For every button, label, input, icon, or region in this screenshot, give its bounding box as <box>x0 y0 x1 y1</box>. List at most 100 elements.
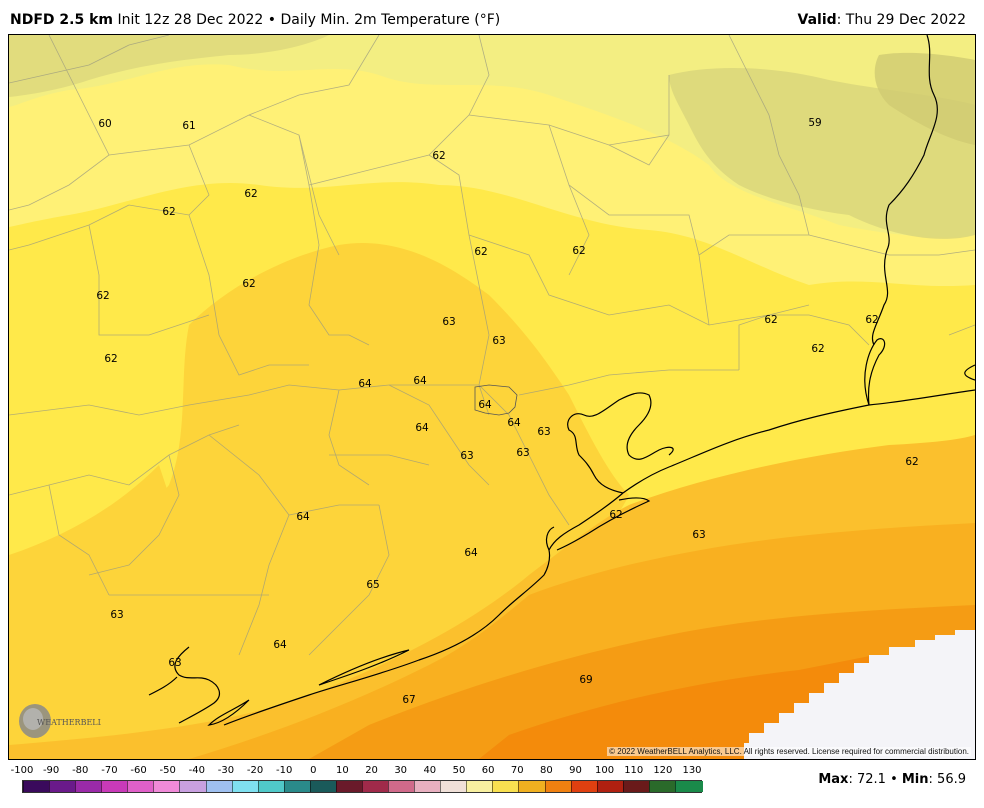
temperature-label: 62 <box>764 314 777 326</box>
legend-tick-label: 20 <box>365 765 378 776</box>
temperature-label: 64 <box>464 547 478 559</box>
legend-tick-label: 70 <box>510 765 524 776</box>
init-time: Init 12z 28 Dec 2022 <box>117 12 264 28</box>
legend-color-segment <box>362 781 390 792</box>
temperature-label: 62 <box>609 509 622 521</box>
temperature-label: 63 <box>537 426 550 438</box>
legend-tick-label: -100 <box>10 765 34 776</box>
temperature-label: 62 <box>905 456 918 468</box>
legend-color-segment <box>674 781 703 792</box>
temperature-label: 62 <box>104 353 117 365</box>
region-no-data <box>744 630 975 759</box>
legend-color-segment <box>622 781 651 792</box>
copyright-notice: © 2022 WeatherBELL Analytics, LLC. All r… <box>607 747 971 756</box>
map-title: NDFD 2.5 km Init 12z 28 Dec 2022 • Daily… <box>10 12 500 28</box>
legend-color-segment <box>257 781 286 792</box>
min-label: Min <box>901 772 929 787</box>
legend-tick-label: -10 <box>276 765 293 776</box>
temperature-label: 60 <box>98 118 111 130</box>
legend-color-segment <box>75 781 104 792</box>
max-label: Max <box>818 772 849 787</box>
color-legend: -100 -90 -80 -70 -60 -50 -40 -30 -20 -10 0 10 20 30 40… <box>10 764 703 804</box>
temperature-label: 61 <box>182 120 195 132</box>
temperature-label: 64 <box>358 378 372 390</box>
logo-graphic: WEATHERBELL <box>19 704 101 738</box>
legend-color-segment <box>466 781 495 792</box>
temperature-label: 62 <box>474 246 487 258</box>
legend-tick-label: 110 <box>624 765 644 776</box>
temperature-map[interactable]: 60 61 62 59 62 62 62 62 62 62 62 63 63 62 62 62 64 64 64 64… <box>8 34 976 760</box>
legend-color-segment <box>596 781 625 792</box>
legend-tick-label: 130 <box>682 765 702 776</box>
temperature-label: 69 <box>579 674 592 686</box>
legend-tick-label: -40 <box>188 765 205 776</box>
temperature-label: 63 <box>460 450 473 462</box>
max-min-stats: Max: 72.1 • Min: 56.9 <box>818 772 966 787</box>
logo-text: WEATHERBELL <box>37 718 101 727</box>
region-olive-northwest <box>9 35 329 97</box>
legend-color-segment <box>570 781 599 792</box>
valid-time: Valid: Thu 29 Dec 2022 <box>798 12 967 28</box>
legend-color-segment <box>179 781 208 792</box>
legend-color-segment <box>335 781 364 792</box>
legend-color-segment <box>518 781 547 792</box>
coastline <box>148 338 975 726</box>
temperature-label: 63 <box>692 529 705 541</box>
region-gold-west <box>9 465 189 665</box>
temperature-label: 64 <box>413 375 427 387</box>
temperature-label: 64 <box>273 639 287 651</box>
legend-color-segment <box>388 781 417 792</box>
map-canvas: 60 61 62 59 62 62 62 62 62 62 62 63 63 62 62 62 64 64 64 64… <box>9 35 975 759</box>
region-olive-ne-corner <box>874 52 975 145</box>
temperature-label: 64 <box>478 399 492 411</box>
stats-separator: • <box>890 772 898 787</box>
legend-tick-label: -20 <box>246 765 264 776</box>
temperature-labels: 60 61 62 59 62 62 62 62 62 62 62 63 63 62 62 62 64 64 64 64… <box>96 117 918 706</box>
legend-tick-label: -50 <box>159 765 176 776</box>
temperature-label: 65 <box>366 579 379 591</box>
legend-color-segment <box>283 781 312 792</box>
max-value: : 72.1 <box>848 772 886 787</box>
weatherbell-logo: WEATHERBELL <box>15 699 101 743</box>
legend-tick-label: -30 <box>217 765 235 776</box>
temperature-label: 62 <box>242 278 255 290</box>
legend-color-segment <box>101 781 130 792</box>
temperature-label: 62 <box>162 206 175 218</box>
legend-color-segment <box>648 781 677 792</box>
legend-tick-label: -90 <box>42 765 60 776</box>
temperature-label: 67 <box>402 694 415 706</box>
temperature-label: 62 <box>572 245 585 257</box>
temperature-label: 62 <box>432 150 445 162</box>
legend-color-segment <box>309 781 338 792</box>
temperature-label: 62 <box>244 188 257 200</box>
legend-tick-label: 0 <box>310 765 317 776</box>
title-separator: • <box>267 12 277 28</box>
legend-color-segment <box>231 781 260 792</box>
legend-color-segment <box>544 781 573 792</box>
legend-tick-label: 60 <box>481 765 495 776</box>
legend-tick-label: 80 <box>539 765 553 776</box>
temperature-label: 64 <box>507 417 521 429</box>
legend-tick-label: 90 <box>569 765 582 776</box>
temperature-label: 62 <box>811 343 824 355</box>
temperature-label: 62 <box>865 314 878 326</box>
legend-color-segment <box>23 781 51 792</box>
temperature-label: 59 <box>808 117 821 129</box>
legend-color-segment <box>440 781 469 792</box>
legend-tick-label: 120 <box>653 765 673 776</box>
legend-color-segment <box>492 781 521 792</box>
state-line-sabine <box>871 35 938 346</box>
header-bar: NDFD 2.5 km Init 12z 28 Dec 2022 • Daily… <box>0 0 984 34</box>
legend-color-segment <box>127 781 156 792</box>
legend-ticks: -100 -90 -80 -70 -60 -50 -40 -30 -20 -10 0 10 20 30 40… <box>10 764 702 778</box>
valid-label: Valid <box>797 12 837 28</box>
temperature-label: 63 <box>442 316 455 328</box>
temperature-label: 64 <box>296 511 310 523</box>
valid-value: : Thu 29 Dec 2022 <box>836 12 966 28</box>
legend-tick-label: -60 <box>130 765 147 776</box>
temperature-label: 63 <box>492 335 505 347</box>
min-value: : 56.9 <box>928 772 966 787</box>
temperature-label: 64 <box>415 422 429 434</box>
product-name: NDFD 2.5 km <box>10 12 113 28</box>
legend-tick-label: 10 <box>336 765 349 776</box>
